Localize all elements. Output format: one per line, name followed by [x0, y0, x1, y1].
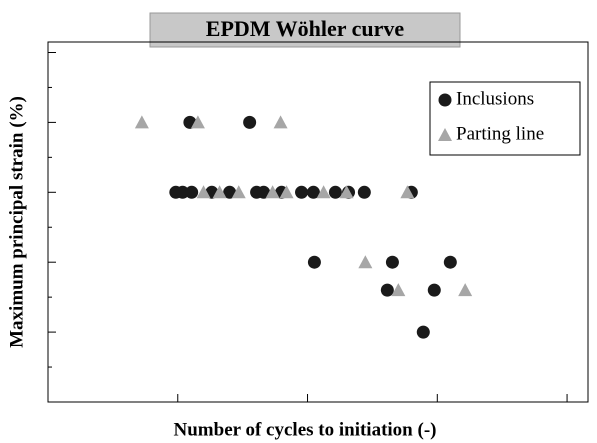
triangle-marker — [196, 185, 211, 199]
legend-label: Inclusions — [456, 88, 534, 109]
circle-marker — [243, 115, 257, 129]
circle-marker — [306, 185, 320, 199]
triangle-marker — [339, 185, 354, 199]
legend-marker — [438, 93, 452, 107]
circle-marker — [416, 325, 430, 339]
circle-marker — [427, 283, 441, 297]
triangle-marker — [400, 185, 415, 199]
circle-marker — [380, 283, 394, 297]
circle-marker — [176, 185, 190, 199]
triangle-marker — [265, 185, 280, 199]
triangle-marker — [190, 115, 205, 129]
triangle-marker — [358, 255, 373, 269]
title-box — [149, 12, 461, 48]
circle-marker — [223, 185, 237, 199]
triangle-marker — [212, 185, 227, 199]
triangle-marker — [134, 115, 149, 129]
triangle-marker — [458, 283, 473, 297]
triangle-marker — [391, 283, 406, 297]
y-axis-label: Maximum principal strain (%) — [6, 96, 27, 348]
triangle-marker — [316, 185, 331, 199]
plot-frame — [47, 41, 589, 403]
circle-marker — [443, 255, 457, 269]
circle-marker — [328, 185, 342, 199]
chart-title: EPDM Wöhler curve — [206, 16, 405, 41]
circle-marker — [257, 185, 271, 199]
circle-marker — [307, 255, 321, 269]
circle-marker — [295, 185, 309, 199]
triangle-marker — [273, 115, 288, 129]
triangle-marker — [279, 185, 294, 199]
legend-box — [429, 81, 581, 156]
x-axis-label: Number of cycles to initiation (-) — [174, 419, 437, 440]
circle-marker — [185, 185, 199, 199]
circle-marker — [385, 255, 399, 269]
legend-label: Parting line — [456, 123, 544, 144]
legend-marker — [438, 128, 452, 141]
circle-marker — [357, 185, 371, 199]
triangle-marker — [231, 185, 246, 199]
